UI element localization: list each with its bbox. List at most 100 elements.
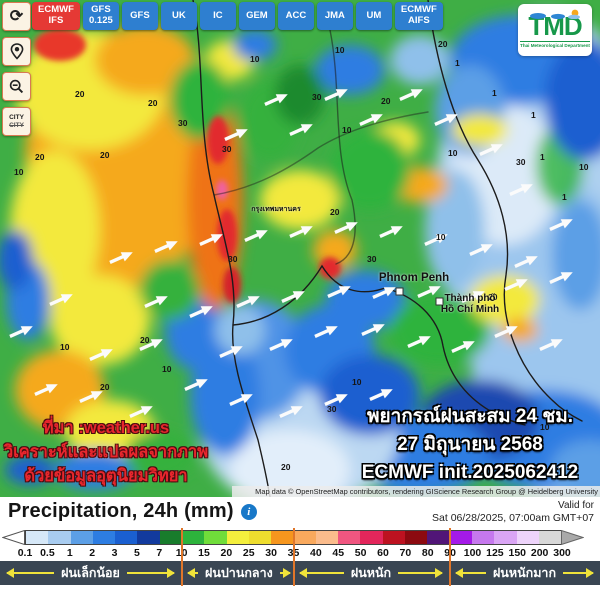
range-arrow-right-icon xyxy=(563,568,594,578)
contour-value-label: 10 xyxy=(579,162,589,172)
wind-arrow-icon xyxy=(434,114,458,127)
rain-category-3: ฝนหนักมาก xyxy=(449,561,600,585)
zoom-out-button[interactable] xyxy=(2,72,31,101)
scale-segment xyxy=(494,531,517,544)
scale-tick: 30 xyxy=(265,547,277,559)
wind-arrow-icon xyxy=(229,394,253,407)
scale-tick: 200 xyxy=(530,547,549,559)
map-container[interactable]: 20 20 10 20 10 30 20 10 20 30 10 20 10 30 10 1 1 1 1 1 20 10 3… xyxy=(0,0,600,497)
model-tab-acc[interactable]: ACC xyxy=(277,2,314,30)
source-credit-line: ด้วยข้อมูลอุตุนิยมวิทยา xyxy=(24,467,188,485)
scale-segment xyxy=(471,531,495,544)
wind-arrow-icon xyxy=(9,326,33,339)
wind-arrow-icon xyxy=(327,286,351,299)
range-arrow-left-icon xyxy=(187,568,198,578)
scale-segment xyxy=(516,531,539,544)
wind-arrow-icon xyxy=(369,389,393,402)
contour-value-label: 10 xyxy=(342,125,352,135)
locate-button[interactable] xyxy=(2,37,31,66)
model-tab-ecmwf-aifs[interactable]: ECMWF AIFS xyxy=(394,2,443,30)
range-arrow-right-icon xyxy=(279,568,291,578)
scale-segment xyxy=(449,531,472,544)
model-tab-gfs[interactable]: GFS xyxy=(121,2,158,30)
scale-tick: 45 xyxy=(332,547,345,559)
contour-value-label: 20 xyxy=(35,152,45,162)
rain-category-label: ฝนเล็กน้อย xyxy=(61,566,120,580)
wind-arrows-layer xyxy=(9,89,573,419)
contour-value-label: 10 xyxy=(352,377,362,387)
rain-category-label: ฝนหนัก xyxy=(350,566,392,580)
contour-value-label: 20 xyxy=(100,382,110,392)
scale-segment xyxy=(271,531,294,544)
contour-value-label: 1 xyxy=(562,192,567,202)
model-tab-jma[interactable]: JMA xyxy=(316,2,353,30)
scale-segment xyxy=(26,531,49,544)
wind-arrow-icon xyxy=(461,291,485,304)
contour-value-label: 10 xyxy=(335,45,345,55)
scale-segment xyxy=(360,531,383,544)
scale-segment xyxy=(159,531,183,544)
city-label: กรุงเทพมหานคร xyxy=(251,206,301,213)
range-arrow-left-icon xyxy=(299,568,344,578)
scale-tick: 70 xyxy=(399,547,412,559)
contour-value-label: 30 xyxy=(222,144,232,154)
valid-for-label: Valid for xyxy=(558,500,594,511)
scale-segment xyxy=(226,531,249,544)
wind-arrow-icon xyxy=(224,129,248,142)
scale-segment xyxy=(70,531,93,544)
scale-tick: 50 xyxy=(354,547,367,559)
contour-value-label: 30 xyxy=(516,157,526,167)
valid-datetime: Sat 06/28/2025, 07:00am GMT+07 xyxy=(432,512,594,524)
city-labels-toggle[interactable]: CITY CITY xyxy=(2,107,31,136)
rain-category-2: ฝนหนัก xyxy=(293,561,449,585)
wind-arrow-icon xyxy=(129,406,153,419)
precipitation-map[interactable]: 20 20 10 20 10 30 20 10 20 30 10 20 10 30 10 1 1 1 1 1 20 10 3… xyxy=(0,0,600,497)
scale-tick: 300 xyxy=(553,547,571,559)
scale-segment xyxy=(48,531,71,544)
contour-value-label: 30 xyxy=(367,254,377,264)
rain-category-0: ฝนเล็กน้อย xyxy=(0,561,181,585)
wind-arrow-icon xyxy=(451,341,475,354)
model-tab-uk[interactable]: UK xyxy=(160,2,197,30)
wind-arrow-icon xyxy=(264,94,288,107)
city-label: Hồ Chí Minh xyxy=(440,304,500,315)
forecast-caption-line: ECMWF init.2025062412 xyxy=(361,462,579,483)
wind-arrow-icon xyxy=(154,241,178,254)
model-tab-gem[interactable]: GEM xyxy=(238,2,275,30)
model-tab-gfs-0-125[interactable]: GFS 0.125 xyxy=(82,2,119,30)
contour-value-label: 20 xyxy=(330,207,340,217)
scale-tick: 2 xyxy=(89,547,96,559)
contour-value-label: 1 xyxy=(531,110,536,120)
scale-segment xyxy=(293,531,316,544)
info-icon[interactable]: i xyxy=(240,503,257,520)
contour-value-label: 20 xyxy=(438,39,448,49)
contour-value-label: 20 xyxy=(148,98,158,108)
scale-segment xyxy=(204,531,227,544)
wind-arrow-icon xyxy=(361,324,385,337)
wind-arrow-icon xyxy=(269,339,293,352)
refresh-button[interactable]: ⟳ xyxy=(2,2,31,31)
contour-value-label: 20 xyxy=(281,462,291,472)
model-tab-ecmwf-ifs[interactable]: ECMWF IFS xyxy=(32,2,80,30)
contour-value-label: 1 xyxy=(455,58,460,68)
contour-labels-layer: 20 20 10 20 10 30 20 10 20 30 10 20 10 30 10 1 1 1 1 1 20 10 3… xyxy=(14,39,589,472)
category-divider xyxy=(292,528,295,586)
contour-value-label: 10 xyxy=(448,148,458,158)
rain-category-1: ฝนปานกลาง xyxy=(181,561,293,585)
category-divider xyxy=(449,528,452,586)
contour-value-label: 20 xyxy=(381,96,391,106)
valid-time-block: Valid for Sat 06/28/2025, 07:00am GMT+07 xyxy=(432,499,594,525)
scale-segment xyxy=(382,531,406,544)
scale-tick: 80 xyxy=(421,547,434,559)
city-marker xyxy=(435,297,444,306)
wind-arrow-icon xyxy=(479,144,503,157)
wind-arrow-icon xyxy=(514,256,538,269)
city-label: Thành phố xyxy=(444,293,496,304)
wind-arrow-icon xyxy=(469,244,493,257)
wind-arrow-icon xyxy=(189,306,213,319)
forecast-caption-line: พยากรณ์ฝนสะสม 24 ชม. xyxy=(366,406,574,427)
contour-value-label: 20 xyxy=(488,292,498,302)
model-tab-ic[interactable]: IC xyxy=(199,2,236,30)
refresh-icon: ⟳ xyxy=(9,7,24,25)
model-tab-um[interactable]: UM xyxy=(355,2,392,30)
